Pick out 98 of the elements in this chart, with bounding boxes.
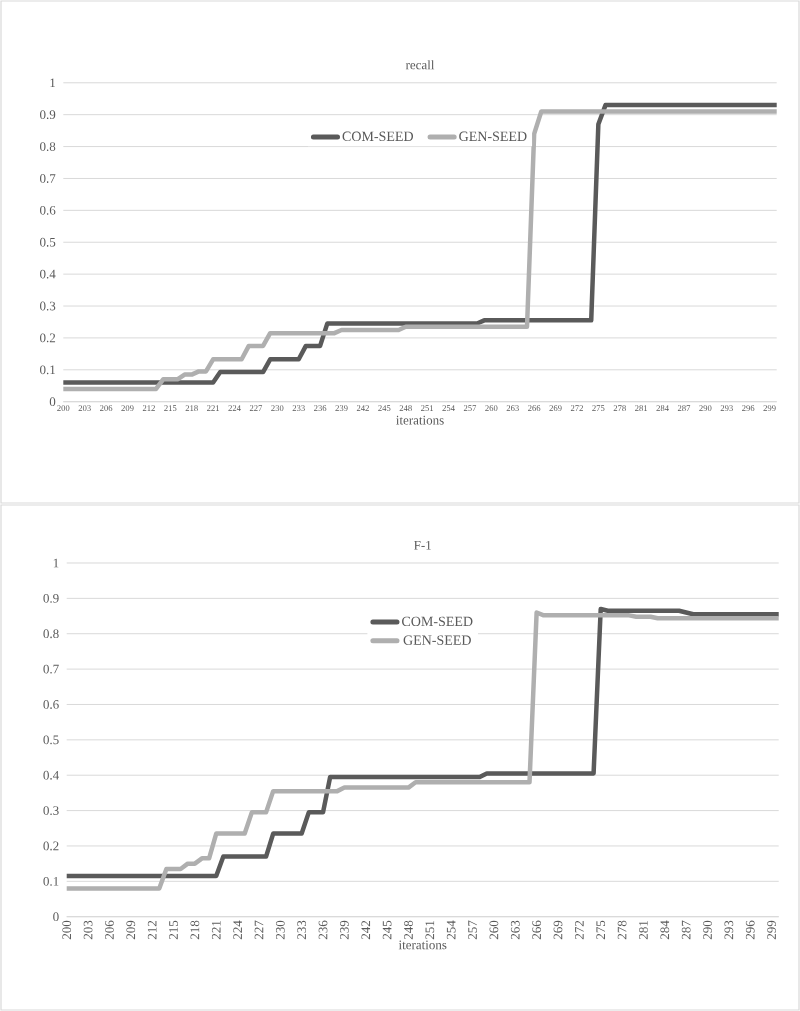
x-tick-label: 266 bbox=[532, 920, 541, 940]
x-tick-label: 278 bbox=[613, 405, 626, 412]
y-tick-label: 0 bbox=[49, 397, 56, 407]
chart-title: F-1 bbox=[414, 540, 431, 550]
x-tick-label: 218 bbox=[190, 920, 200, 940]
x-tick-label: 218 bbox=[185, 405, 198, 412]
x-tick-label: 248 bbox=[404, 920, 413, 940]
x-tick-label: 212 bbox=[147, 920, 157, 940]
x-tick-label: 299 bbox=[763, 405, 776, 411]
y-tick-label: 0.7 bbox=[43, 664, 59, 674]
x-tick-label: 227 bbox=[249, 405, 263, 411]
legend-label: COM-SEED bbox=[402, 616, 473, 627]
x-tick-label: 293 bbox=[720, 405, 733, 411]
x-tick-label: 239 bbox=[340, 920, 349, 940]
x-tick-label: 269 bbox=[553, 920, 563, 940]
x-tick-label: 212 bbox=[142, 405, 155, 411]
y-tick-label: 0.8 bbox=[43, 629, 59, 639]
x-tick-label: 209 bbox=[121, 405, 134, 412]
x-tick-label: 254 bbox=[442, 405, 455, 411]
y-tick-label: 0.6 bbox=[43, 700, 59, 709]
y-tick-label: 0.4 bbox=[40, 269, 56, 279]
y-tick-label: 0.8 bbox=[40, 142, 56, 151]
x-tick-label: 215 bbox=[164, 405, 177, 411]
x-tick-label: 209 bbox=[126, 920, 136, 940]
x-tick-label: 206 bbox=[105, 920, 114, 940]
x-tick-label: 245 bbox=[382, 920, 392, 940]
x-tick-label: 239 bbox=[335, 405, 348, 411]
x-tick-label: 203 bbox=[83, 920, 93, 940]
x-axis-title: iterations bbox=[398, 940, 447, 950]
y-tick-label: 1 bbox=[53, 558, 59, 568]
x-tick-label: 296 bbox=[742, 405, 755, 411]
x-tick-label: 281 bbox=[635, 405, 648, 412]
x-tick-label: 257 bbox=[468, 920, 477, 940]
y-tick-label: 0.6 bbox=[40, 205, 56, 215]
y-tick-label: 0.1 bbox=[43, 876, 59, 886]
x-tick-label: 287 bbox=[677, 405, 691, 412]
y-tick-label: 0.9 bbox=[40, 110, 56, 120]
y-tick-label: 0.2 bbox=[40, 333, 56, 343]
y-tick-label: 0.5 bbox=[40, 237, 56, 247]
x-tick-label: 284 bbox=[656, 405, 669, 412]
x-tick-label: 230 bbox=[275, 920, 285, 940]
x-tick-label: 263 bbox=[510, 920, 520, 940]
y-tick-label: 0.1 bbox=[40, 365, 55, 375]
x-tick-label: 200 bbox=[57, 405, 70, 412]
x-tick-label: 275 bbox=[596, 920, 606, 940]
x-tick-label: 260 bbox=[485, 405, 498, 412]
x-tick-label: 290 bbox=[703, 920, 712, 940]
x-tick-label: 233 bbox=[292, 405, 305, 411]
y-tick-label: 0.5 bbox=[43, 735, 59, 745]
x-tick-label: 236 bbox=[318, 920, 328, 940]
x-tick-label: 242 bbox=[361, 920, 371, 940]
x-tick-label: 287 bbox=[681, 920, 691, 940]
x-tick-label: 254 bbox=[446, 920, 456, 940]
x-tick-label: 221 bbox=[211, 921, 221, 940]
x-tick-label: 236 bbox=[314, 405, 327, 411]
x-tick-label: 248 bbox=[399, 405, 412, 412]
x-tick-label: 278 bbox=[617, 920, 627, 940]
x-tick-label: 224 bbox=[233, 920, 242, 940]
x-tick-label: 272 bbox=[570, 405, 583, 411]
legend-label: COM-SEED bbox=[342, 131, 414, 142]
x-tick-label: 263 bbox=[506, 405, 519, 411]
x-tick-label: 290 bbox=[699, 405, 712, 412]
x-axis-title: iterations bbox=[396, 415, 444, 425]
x-tick-label: 221 bbox=[207, 405, 220, 411]
x-tick-label: 242 bbox=[356, 405, 369, 411]
y-tick-label: 0.2 bbox=[43, 841, 59, 851]
x-tick-label: 275 bbox=[592, 405, 605, 411]
y-tick-label: 0.3 bbox=[43, 806, 59, 816]
chart-title: recall bbox=[405, 60, 435, 70]
x-tick-label: 272 bbox=[575, 920, 584, 940]
x-tick-label: 266 bbox=[528, 405, 541, 411]
x-tick-label: 224 bbox=[228, 405, 241, 411]
x-tick-label: 227 bbox=[254, 920, 264, 940]
x-tick-label: 206 bbox=[100, 405, 113, 412]
x-tick-label: 281 bbox=[639, 921, 648, 940]
x-tick-label: 245 bbox=[378, 405, 391, 411]
x-tick-label: 260 bbox=[489, 920, 499, 940]
legend-label: GEN-SEED bbox=[403, 635, 471, 645]
x-tick-label: 215 bbox=[169, 920, 178, 940]
x-tick-label: 299 bbox=[767, 920, 776, 940]
x-tick-label: 203 bbox=[78, 405, 91, 412]
y-tick-label: 0.4 bbox=[43, 770, 59, 780]
x-tick-label: 284 bbox=[660, 920, 670, 940]
x-tick-label: 296 bbox=[745, 920, 755, 940]
x-tick-label: 233 bbox=[297, 920, 307, 940]
x-tick-label: 251 bbox=[421, 405, 434, 411]
x-tick-label: 257 bbox=[463, 405, 477, 411]
y-tick-label: 0 bbox=[53, 912, 59, 922]
y-tick-label: 0.9 bbox=[43, 593, 59, 603]
x-tick-label: 269 bbox=[549, 405, 562, 411]
y-tick-label: 1 bbox=[50, 78, 55, 88]
legend-label: GEN-SEED bbox=[459, 131, 527, 142]
y-tick-label: 0.3 bbox=[40, 301, 56, 311]
x-tick-label: 200 bbox=[62, 920, 72, 940]
y-tick-label: 0.7 bbox=[40, 174, 56, 183]
x-tick-label: 293 bbox=[724, 920, 734, 940]
x-tick-label: 251 bbox=[425, 921, 435, 940]
x-tick-label: 230 bbox=[271, 405, 284, 412]
